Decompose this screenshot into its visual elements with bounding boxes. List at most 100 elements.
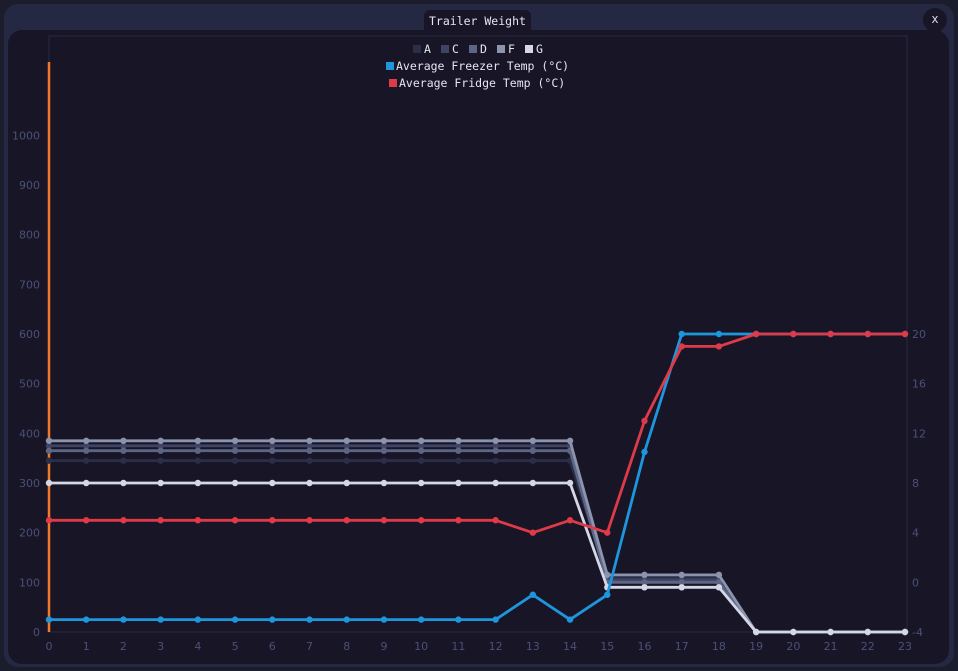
x-tick-label: 0 <box>46 640 53 653</box>
data-point <box>529 437 537 444</box>
data-point <box>827 330 834 338</box>
data-point <box>417 457 425 464</box>
data-point <box>715 343 723 350</box>
data-point <box>343 517 350 524</box>
x-tick-label: 10 <box>414 640 428 653</box>
y-left-tick-label: 800 <box>19 229 40 242</box>
data-point <box>455 457 462 464</box>
data-point <box>529 442 537 449</box>
data-point <box>380 479 388 487</box>
x-tick-label: 5 <box>232 640 239 653</box>
data-point <box>455 616 462 623</box>
data-point <box>715 330 723 338</box>
y-right-tick-label: 16 <box>912 378 926 391</box>
data-point <box>45 437 53 444</box>
data-point <box>380 437 388 444</box>
data-point <box>417 447 425 454</box>
data-point <box>864 628 871 636</box>
data-point <box>194 517 202 524</box>
data-point <box>83 517 90 524</box>
series-6 <box>45 330 909 536</box>
data-point <box>715 584 723 591</box>
y-left-tick-label: 300 <box>19 477 40 490</box>
data-point <box>231 437 239 444</box>
data-point <box>120 437 127 444</box>
data-point <box>269 479 276 487</box>
data-point <box>380 517 388 524</box>
data-point <box>715 571 723 579</box>
legend-swatch <box>389 79 397 87</box>
data-point <box>269 517 276 524</box>
data-point <box>306 437 313 444</box>
x-tick-label: 17 <box>675 640 689 653</box>
data-point <box>492 447 499 454</box>
data-point <box>678 579 685 586</box>
data-point <box>157 457 164 464</box>
data-point <box>790 628 797 636</box>
y-left-tick-label: 500 <box>19 378 40 391</box>
data-point <box>120 616 127 623</box>
data-point <box>790 330 797 338</box>
data-point <box>492 616 499 623</box>
data-point <box>45 616 53 623</box>
data-point <box>455 517 462 524</box>
series-line <box>49 481 905 634</box>
data-point <box>194 442 202 449</box>
data-point <box>45 517 53 524</box>
x-tick-label: 6 <box>269 640 276 653</box>
close-button[interactable]: x <box>923 8 947 32</box>
data-point <box>901 330 909 338</box>
data-point <box>343 479 350 487</box>
chart-panel <box>8 30 949 664</box>
data-point <box>157 437 164 444</box>
series-line <box>49 459 905 634</box>
data-point <box>120 517 127 524</box>
series-line <box>49 332 905 535</box>
data-point <box>455 442 462 449</box>
window-title: Trailer Weight <box>424 10 531 32</box>
legend-swatch <box>497 45 505 53</box>
x-tick-label: 3 <box>157 640 164 653</box>
data-point <box>343 447 350 454</box>
data-point <box>83 437 90 444</box>
data-point <box>231 457 239 464</box>
data-point <box>417 479 425 487</box>
data-point <box>83 442 90 449</box>
data-point <box>380 442 388 449</box>
data-point <box>864 330 871 338</box>
data-point <box>678 330 685 338</box>
data-point <box>231 517 239 524</box>
data-point <box>529 529 537 536</box>
data-point <box>306 517 313 524</box>
x-tick-label: 19 <box>749 640 763 653</box>
data-point <box>492 437 499 444</box>
legend-label: D <box>480 42 487 56</box>
data-point <box>604 591 611 598</box>
data-point <box>269 437 276 444</box>
data-point <box>45 447 53 454</box>
data-point <box>269 442 276 449</box>
data-point <box>455 437 462 444</box>
legend-label: G <box>536 42 543 56</box>
series-layer <box>45 330 909 636</box>
y-left-tick-label: 1000 <box>12 129 40 142</box>
data-point <box>45 442 53 449</box>
data-point <box>417 437 425 444</box>
legend-swatch <box>386 62 394 70</box>
data-point <box>83 447 90 454</box>
data-point <box>417 517 425 524</box>
y-right-tick-label: 20 <box>912 328 926 341</box>
data-point <box>120 442 127 449</box>
data-point <box>83 457 90 464</box>
data-point <box>752 330 760 338</box>
data-point <box>343 442 350 449</box>
data-point <box>641 584 648 591</box>
y-left-tick-label: 700 <box>19 278 40 291</box>
data-point <box>120 457 127 464</box>
x-tick-label: 22 <box>861 640 875 653</box>
data-point <box>678 584 685 591</box>
data-point <box>380 447 388 454</box>
x-tick-label: 23 <box>898 640 912 653</box>
data-point <box>343 616 350 623</box>
series-line <box>49 332 905 621</box>
